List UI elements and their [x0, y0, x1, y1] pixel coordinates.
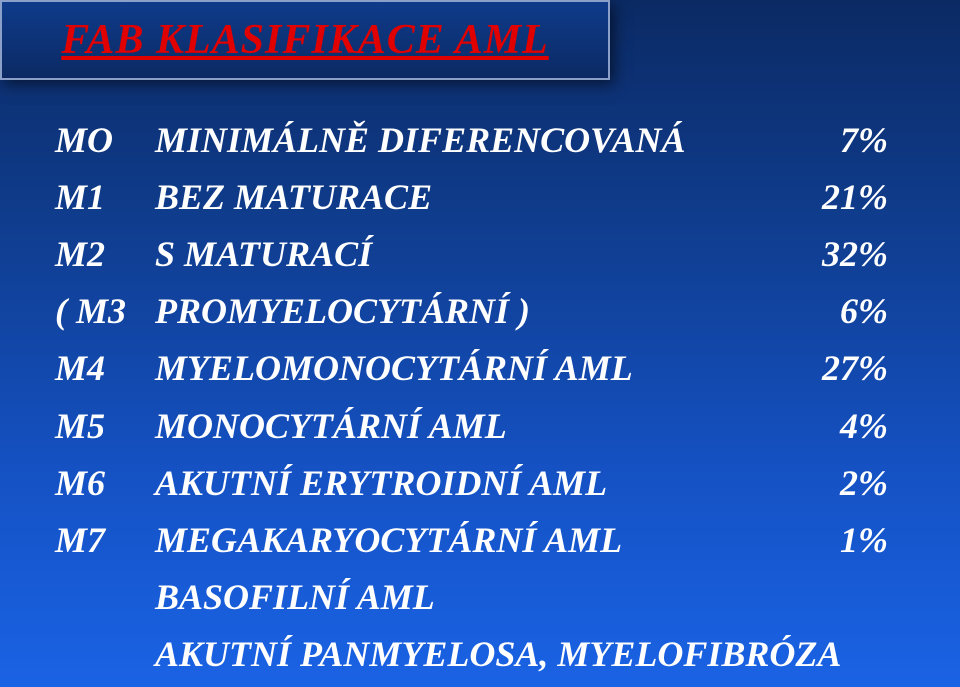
item-pct: 4%	[780, 401, 900, 452]
item-pct: 1%	[780, 515, 900, 566]
item-code: MO	[55, 115, 155, 166]
slide-title: FAB KLASIFIKACE AML	[61, 16, 548, 64]
item-code: M1	[55, 172, 155, 223]
title-box: FAB KLASIFIKACE AML	[0, 0, 610, 80]
item-label: BEZ MATURACE	[155, 172, 780, 223]
item-code: M4	[55, 343, 155, 394]
item-pct: 7%	[780, 115, 900, 166]
list-item: M6 AKUTNÍ ERYTROIDNÍ AML 2%	[55, 458, 900, 509]
item-label: MONOCYTÁRNÍ AML	[155, 401, 780, 452]
item-pct: 21%	[780, 172, 900, 223]
list-item: M2 S MATURACÍ 32%	[55, 229, 900, 280]
item-code: M2	[55, 229, 155, 280]
extra-item: BASOFILNÍ AML	[155, 572, 900, 623]
item-label: MINIMÁLNĚ DIFERENCOVANÁ	[155, 115, 780, 166]
item-pct: 32%	[780, 229, 900, 280]
item-pct: 2%	[780, 458, 900, 509]
item-code: M5	[55, 401, 155, 452]
extra-item: AKUTNÍ PANMYELOSA, MYELOFIBRÓZA	[155, 629, 900, 680]
list-item: M1 BEZ MATURACE 21%	[55, 172, 900, 223]
item-label: S MATURACÍ	[155, 229, 780, 280]
list-item: ( M3 PROMYELOCYTÁRNÍ ) 6%	[55, 286, 900, 337]
list-item: M5 MONOCYTÁRNÍ AML 4%	[55, 401, 900, 452]
item-pct: 6%	[780, 286, 900, 337]
item-label: AKUTNÍ ERYTROIDNÍ AML	[155, 458, 780, 509]
classification-list: MO MINIMÁLNĚ DIFERENCOVANÁ 7% M1 BEZ MAT…	[55, 115, 900, 687]
item-code: ( M3	[55, 286, 155, 337]
item-code: M7	[55, 515, 155, 566]
item-label: MYELOMONOCYTÁRNÍ AML	[155, 343, 780, 394]
item-code: M6	[55, 458, 155, 509]
list-item: MO MINIMÁLNĚ DIFERENCOVANÁ 7%	[55, 115, 900, 166]
item-label: MEGAKARYOCYTÁRNÍ AML	[155, 515, 780, 566]
item-label: PROMYELOCYTÁRNÍ )	[155, 286, 780, 337]
list-item: M4 MYELOMONOCYTÁRNÍ AML 27%	[55, 343, 900, 394]
list-item: M7 MEGAKARYOCYTÁRNÍ AML 1%	[55, 515, 900, 566]
item-pct: 27%	[780, 343, 900, 394]
